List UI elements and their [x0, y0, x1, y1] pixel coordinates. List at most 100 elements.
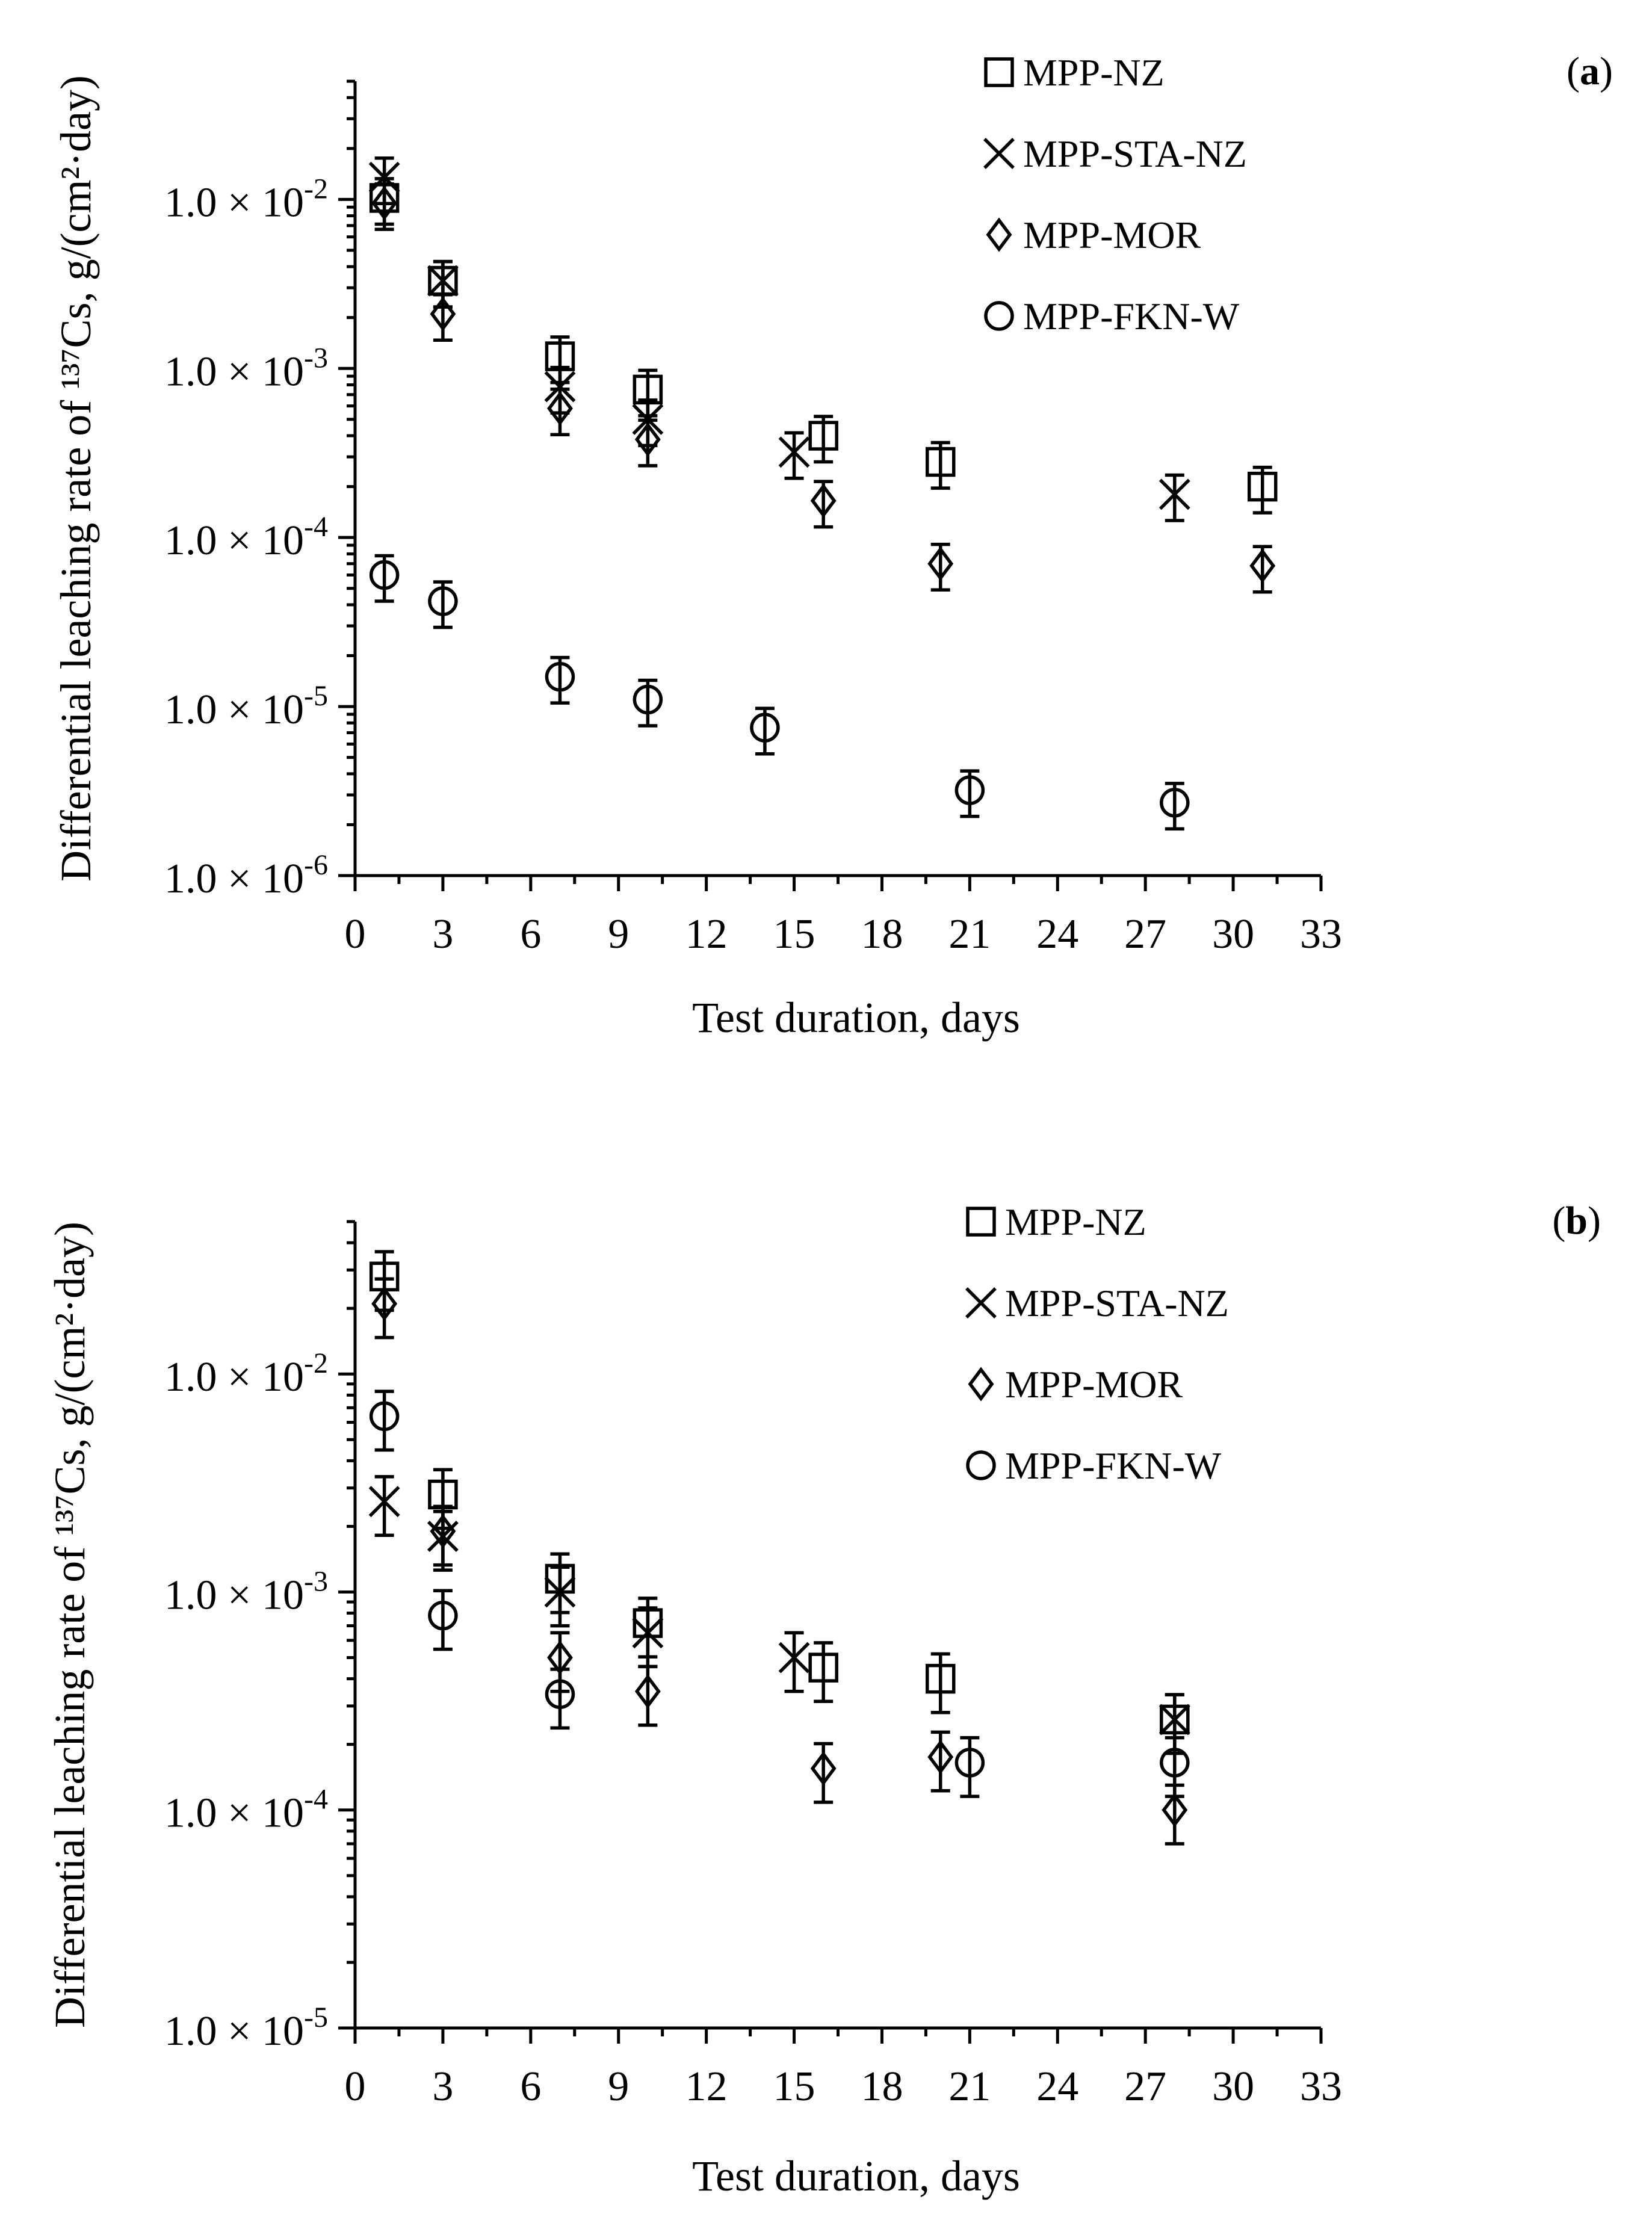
data-point [927, 1740, 954, 1775]
legend-label: MPP-MOR [1005, 1363, 1183, 1406]
x-axis-title: Test duration, days [692, 2152, 1020, 2200]
data-point [750, 713, 780, 743]
data-point [544, 371, 576, 403]
error-bar [550, 1565, 570, 1628]
x-tick-label: 27 [1124, 911, 1166, 957]
data-point [371, 1286, 398, 1322]
y-tick-label: 1.0 × 10-4 [164, 511, 328, 564]
legend: MPP-NZ MPP-STA-NZ MPP-MOR MPP-FKN-W [983, 51, 1247, 338]
y-axis-title: Differential leaching rate of ¹³⁷Cs, g/(… [46, 1222, 94, 2028]
data-point [1249, 548, 1276, 583]
data-point [430, 297, 456, 332]
x-tick-label: 24 [1036, 2064, 1078, 2110]
x-axis-title: Test duration, days [692, 994, 1020, 1042]
error-bar [930, 1652, 950, 1714]
series-mpp-mor [371, 182, 1276, 594]
legend-marker [984, 301, 1014, 331]
data-point [1162, 1793, 1188, 1828]
data-point [632, 1617, 664, 1649]
data-point [544, 1576, 576, 1608]
data-point [368, 1486, 400, 1518]
legend-marker [966, 1207, 996, 1237]
data-point [808, 421, 838, 451]
error-bar [1165, 1736, 1184, 1798]
error-bar [374, 1390, 394, 1452]
data-point [810, 1751, 837, 1786]
data-point [1159, 478, 1190, 510]
legend-label: MPP-NZ [1023, 51, 1165, 94]
x-tick-label: 21 [948, 911, 991, 957]
legend-label: MPP-FKN-W [1023, 295, 1240, 338]
data-point [925, 1663, 956, 1694]
legend-label: MPP-NZ [1005, 1201, 1146, 1243]
data-point [778, 436, 810, 468]
data-point [927, 546, 954, 581]
data-point [1159, 1704, 1190, 1736]
error-bar [784, 1631, 804, 1693]
legend-label: MPP-FKN-W [1005, 1444, 1222, 1487]
legend-marker [984, 57, 1014, 87]
y-tick-label: 1.0 × 10-5 [164, 680, 328, 733]
error-bar [1165, 473, 1184, 522]
legend-marker [965, 1287, 997, 1318]
data-point [810, 483, 837, 518]
x-tick-label: 27 [1124, 2064, 1166, 2110]
x-tick-label: 18 [861, 911, 903, 957]
legend: MPP-NZ MPP-STA-NZ MPP-MOR MPP-FKN-W [965, 1201, 1229, 1487]
legend-marker [986, 217, 1012, 252]
y-tick-label: 1.0 × 10-3 [164, 342, 328, 395]
y-tick-label: 1.0 × 10-2 [164, 173, 328, 226]
data-point [954, 1748, 985, 1778]
data-point [547, 391, 573, 426]
y-tick-label: 1.0 × 10-5 [164, 2002, 328, 2054]
x-tick-label: 0 [345, 2064, 366, 2110]
data-point [954, 775, 985, 805]
x-tick-label: 6 [520, 2064, 541, 2110]
chart-panel-b: 0 3 6 9 12 15 18 21 24 27 30 33 1.0 × 10-2 1.0 × 10-3… [46, 1199, 1601, 2200]
x-tick-label: 18 [861, 2064, 903, 2110]
x-tick-label: 33 [1300, 911, 1342, 957]
panel-label: (b) [1552, 1199, 1601, 1243]
data-point [428, 1600, 458, 1631]
series-mpp-fkn-w [369, 1390, 1190, 1798]
x-tick-label: 12 [685, 2064, 728, 2110]
error-bar [433, 1589, 453, 1651]
legend-label: MPP-STA-NZ [1005, 1282, 1229, 1325]
chart-panel-a: 0 3 6 9 12 15 18 21 24 27 30 33 1.0 × 10-2 1.0 × 10-3… [52, 49, 1613, 1042]
data-point [371, 186, 398, 221]
data-point [428, 586, 458, 616]
series-mpp-sta-nz [368, 156, 1190, 522]
x-tick-label: 3 [432, 911, 453, 957]
error-bar [374, 1475, 394, 1538]
y-tick-label: 1.0 × 10-4 [164, 1784, 328, 1837]
data-point [808, 1652, 838, 1683]
data-point [1160, 1748, 1190, 1778]
x-tick-label: 24 [1036, 911, 1078, 957]
series-mpp-sta-nz [368, 1475, 1190, 1755]
y-tick-label: 1.0 × 10-2 [164, 1347, 328, 1400]
x-tick-label: 30 [1212, 2064, 1254, 2110]
legend-label: MPP-MOR [1023, 214, 1201, 256]
x-tick-label: 30 [1212, 911, 1254, 957]
data-point [634, 1674, 661, 1709]
data-point [368, 161, 400, 193]
legend-marker [983, 138, 1015, 169]
x-tick-label: 3 [432, 2064, 453, 2110]
x-tick-label: 12 [685, 911, 728, 957]
data-point [430, 1513, 456, 1549]
x-tick-label: 9 [608, 911, 629, 957]
error-bar [814, 1641, 834, 1703]
x-tick-label: 0 [345, 911, 366, 957]
data-point [633, 684, 663, 715]
series-mpp-mor [371, 1277, 1188, 1846]
y-tick-label: 1.0 × 10-6 [164, 849, 328, 902]
x-tick-label: 21 [948, 2064, 991, 2110]
x-tick-label: 9 [608, 2064, 629, 2110]
x-tick-label: 6 [520, 911, 541, 957]
error-bar [784, 431, 804, 480]
data-point [634, 422, 661, 457]
legend-marker [966, 1450, 996, 1480]
panel-label: (a) [1567, 49, 1613, 93]
data-point [427, 265, 459, 297]
